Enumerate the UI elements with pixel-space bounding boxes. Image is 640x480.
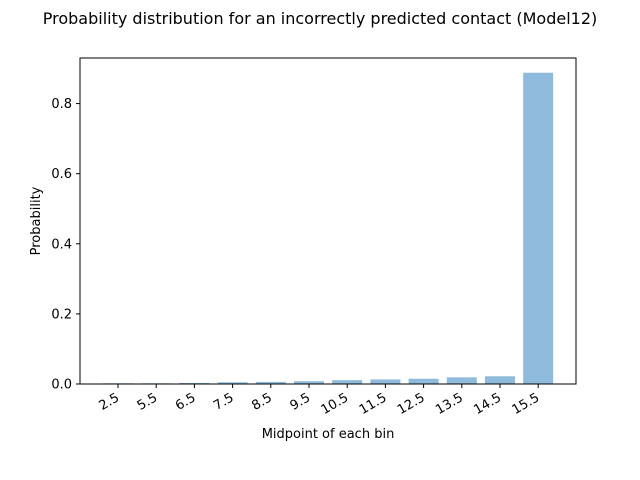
plot-frame [79, 57, 577, 385]
y-tick-label-0.6: 0.6 [51, 167, 72, 182]
y-tick-label-0.8: 0.8 [51, 97, 72, 112]
chart-title: Probability distribution for an incorrec… [43, 9, 597, 28]
y-axis: 0.0 0.2 0.4 0.6 0.8 [51, 97, 80, 393]
bar-14.5 [485, 376, 515, 384]
bar-8.5 [255, 381, 286, 384]
bar-11.5 [370, 379, 401, 384]
x-tick-label-15.5: 15.5 [510, 390, 543, 417]
bars-group [103, 72, 554, 384]
x-tick-label-10.5: 10.5 [319, 390, 352, 417]
x-tick-label-13.5: 13.5 [433, 390, 466, 417]
x-axis: 2.5 5.5 6.5 7.5 8.5 9.5 10.5 11.5 12.5 13.5 14.5 15… [97, 384, 543, 418]
y-tick-label-0.2: 0.2 [51, 307, 72, 322]
bar-6.5 [179, 382, 210, 384]
x-axis-label: Midpoint of each bin [262, 427, 395, 442]
x-tick-label-9.5: 9.5 [288, 390, 313, 413]
y-tick-label-0.0: 0.0 [51, 378, 72, 393]
x-tick-label-8.5: 8.5 [249, 390, 274, 413]
bar-9.5 [294, 381, 324, 384]
bar-7.5 [217, 382, 248, 384]
bar-13.5 [446, 377, 477, 384]
x-tick-label-14.5: 14.5 [471, 390, 504, 417]
x-tick-label-12.5: 12.5 [395, 390, 428, 417]
x-tick-label-2.5: 2.5 [97, 390, 122, 413]
y-axis-label: Probability [29, 186, 44, 255]
bar-15.5 [523, 72, 554, 384]
bar-10.5 [332, 380, 363, 384]
x-tick-label-7.5: 7.5 [211, 390, 236, 413]
x-tick-label-5.5: 5.5 [135, 390, 160, 413]
x-tick-label-6.5: 6.5 [173, 390, 198, 413]
bar-12.5 [408, 378, 439, 384]
x-tick-label-11.5: 11.5 [357, 390, 390, 417]
y-tick-label-0.4: 0.4 [51, 237, 72, 252]
